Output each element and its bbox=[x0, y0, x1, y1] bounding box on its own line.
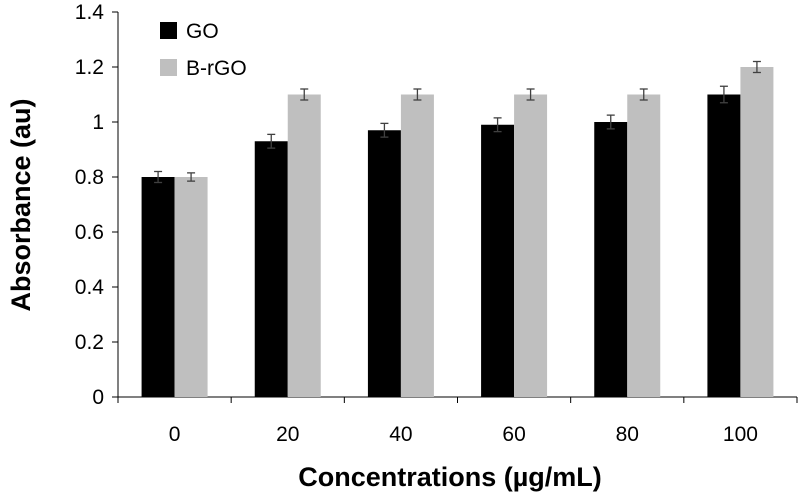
legend-swatch-go bbox=[160, 22, 177, 39]
bar-b-rgo bbox=[514, 94, 548, 397]
legend-swatch-b-rgo bbox=[160, 59, 177, 76]
bar-go bbox=[481, 124, 515, 397]
x-ticks: 0 20 40 60 80 100 bbox=[117, 397, 798, 446]
x-tick-label: 80 bbox=[616, 423, 639, 446]
bar-b-rgo bbox=[740, 67, 774, 397]
y-tick-label: 0 bbox=[92, 386, 104, 409]
bar-go bbox=[367, 130, 401, 397]
x-axis-title: Concentrations (µg/mL) bbox=[298, 462, 602, 492]
bar-go bbox=[594, 122, 628, 397]
x-tick-label: 20 bbox=[276, 423, 299, 446]
y-ticks: 0 0.2 0.4 0.6 0.8 1 1.2 1.4 bbox=[75, 1, 118, 409]
x-tick-label: 40 bbox=[389, 423, 412, 446]
y-tick-label: 0.4 bbox=[75, 276, 105, 299]
x-tick-label: 60 bbox=[502, 423, 525, 446]
bar-go bbox=[707, 94, 741, 397]
x-tick-label: 100 bbox=[723, 423, 758, 446]
bars bbox=[141, 67, 774, 397]
bar-b-rgo bbox=[400, 94, 434, 397]
legend-label-b-rgo: B-rGO bbox=[186, 57, 247, 80]
bar-b-rgo bbox=[174, 177, 208, 397]
y-tick-label: 1.2 bbox=[75, 56, 104, 79]
y-tick-label: 1.4 bbox=[75, 1, 105, 24]
bar-go bbox=[141, 177, 175, 397]
legend-label-go: GO bbox=[186, 20, 219, 43]
y-tick-label: 0.6 bbox=[75, 221, 104, 244]
y-axis-title: Absorbance (au) bbox=[6, 98, 36, 311]
error-bars bbox=[154, 60, 761, 184]
y-tick-label: 0.2 bbox=[75, 331, 104, 354]
y-tick-label: 0.8 bbox=[75, 166, 104, 189]
y-tick-label: 1 bbox=[92, 111, 104, 134]
bar-b-rgo bbox=[627, 94, 661, 397]
x-tick-label: 0 bbox=[169, 423, 181, 446]
bar-b-rgo bbox=[287, 94, 321, 397]
legend: GO B-rGO bbox=[160, 20, 247, 80]
bar-go bbox=[254, 141, 288, 397]
